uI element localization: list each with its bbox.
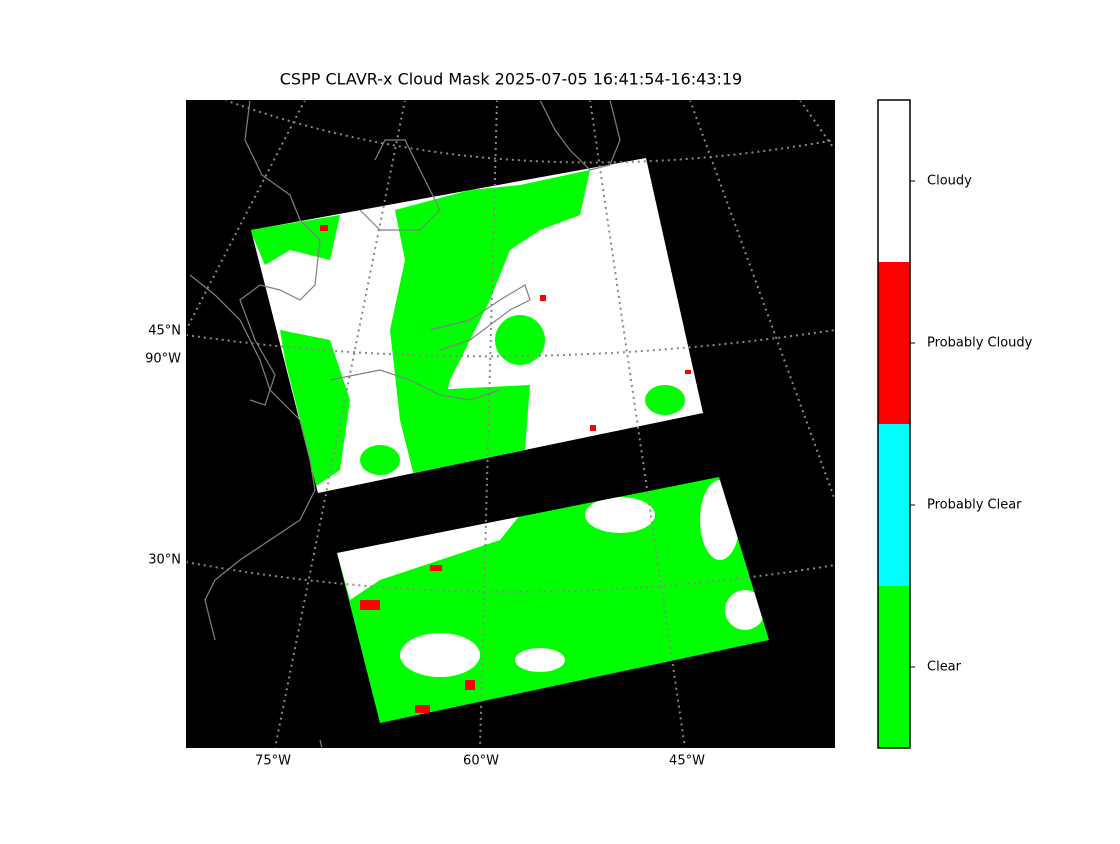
colorbar-label: Cloudy (927, 174, 972, 189)
lon-label: 60°W (463, 754, 499, 769)
colorbar-label: Clear (927, 660, 962, 675)
swath-north (251, 158, 703, 493)
colorbar-segment (878, 424, 910, 586)
lon-label: 90°W (145, 352, 181, 367)
swath-south (337, 477, 769, 723)
colorbar-segment (878, 100, 910, 262)
colorbar-label: Probably Cloudy (927, 336, 1033, 351)
colorbar: Clear Probably Clear Probably Cloudy Cloudy (877, 99, 1033, 749)
coastline (189, 100, 621, 748)
map (186, 100, 835, 748)
lat-label: 30°N (148, 553, 181, 568)
colorbar-segment (878, 262, 910, 424)
lon-label: 75°W (255, 754, 291, 769)
colorbar-label: Probably Clear (927, 498, 1022, 513)
graticule (186, 100, 835, 748)
colorbar-frame (877, 99, 911, 749)
lon-label: 45°W (669, 754, 705, 769)
lat-label: 45°N (148, 324, 181, 339)
map-title: CSPP CLAVR-x Cloud Mask 2025-07-05 16:41… (280, 70, 742, 89)
colorbar-segment (878, 586, 910, 748)
